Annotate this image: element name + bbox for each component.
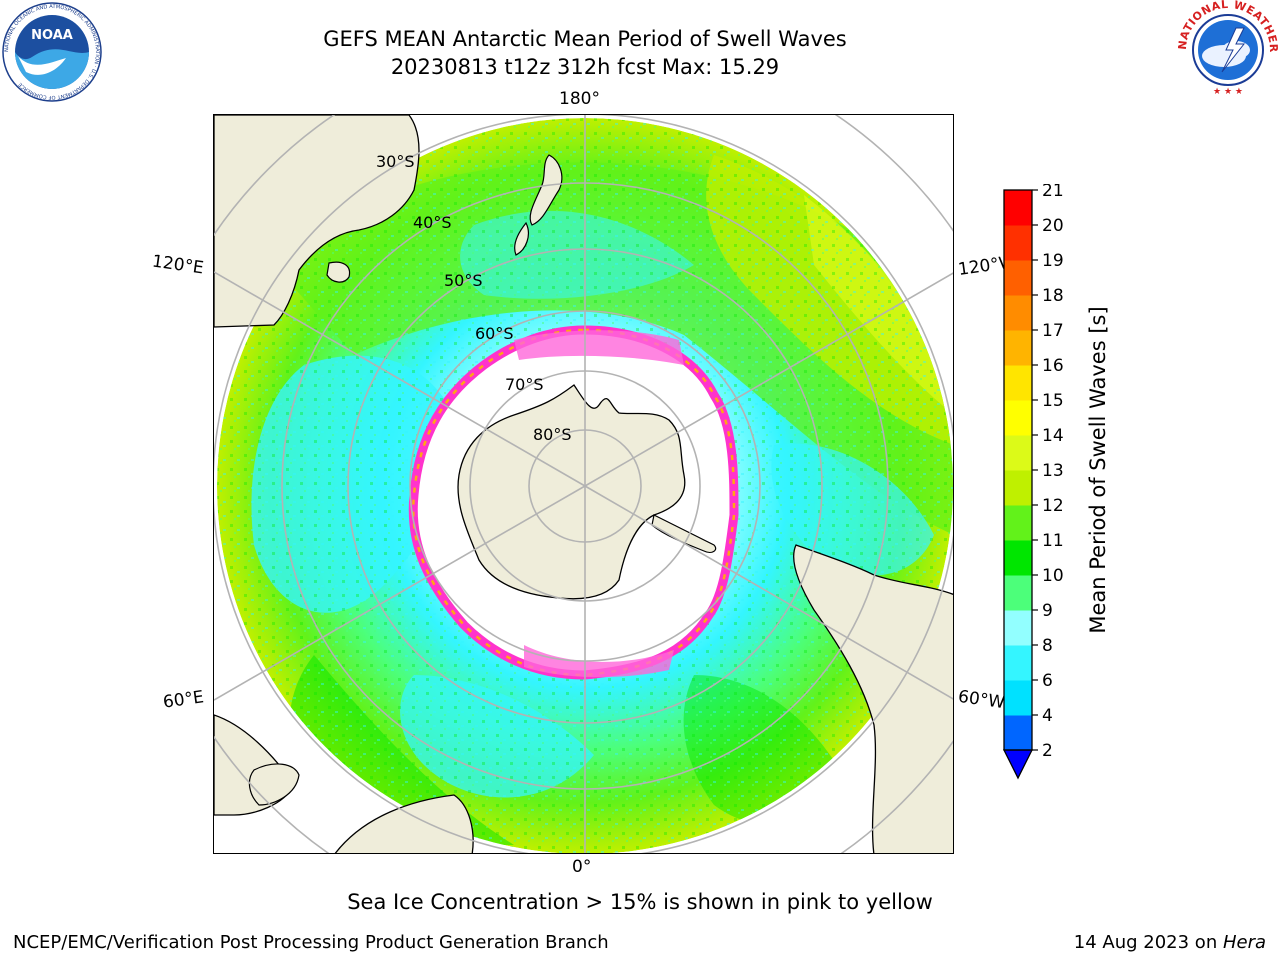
- lon-label-180: 180°: [559, 89, 600, 109]
- colorbar-tick-label: 6: [1042, 671, 1053, 691]
- svg-text:★ ★ ★: ★ ★ ★: [1213, 87, 1243, 97]
- colorbar-tick-label: 12: [1042, 496, 1064, 516]
- colorbar-tick-label: 9: [1042, 601, 1053, 621]
- colorbar-swatch: [1004, 330, 1032, 366]
- colorbar-swatch: [1004, 645, 1032, 681]
- colorbar-swatch: [1004, 225, 1032, 261]
- colorbar-tick-label: 20: [1042, 216, 1064, 236]
- colorbar-tick-label: 18: [1042, 286, 1064, 306]
- colorbar-swatch: [1004, 365, 1032, 401]
- map-panel[interactable]: [213, 114, 954, 854]
- colorbar-tick-label: 21: [1042, 184, 1064, 201]
- lat-label-60s: 60°S: [475, 324, 514, 343]
- colorbar-swatch: [1004, 540, 1032, 576]
- nws-logo-icon: NATIONAL WEATHER SERVICE ★ ★ ★: [1178, 0, 1278, 99]
- colorbar-swatch: [1004, 400, 1032, 436]
- lon-label-60e: 60°E: [161, 687, 206, 713]
- colorbar-tick-label: 19: [1042, 251, 1064, 271]
- chart-subtitle: 20230813 t12z 312h fcst Max: 15.29: [390, 55, 780, 79]
- colorbar-tick-label: 8: [1042, 636, 1053, 656]
- lat-label-70s: 70°S: [505, 375, 544, 394]
- lon-label-120e: 120°E: [150, 251, 205, 279]
- new-zealand-landmass: [529, 154, 563, 226]
- colorbar: 2 4 6 8 9 10 11 12 13 14 15 16 17 18 19 20 21: [1002, 184, 1064, 780]
- colorbar-swatch: [1004, 680, 1032, 716]
- colorbar-swatch: [1004, 470, 1032, 506]
- footer-date: 14 Aug 2023 on Hera: [1074, 932, 1266, 953]
- sea-ice-note: Sea Ice Concentration > 15% is shown in …: [347, 890, 933, 914]
- colorbar-tick-label: 4: [1042, 706, 1053, 726]
- lat-label-30s: 30°S: [376, 152, 415, 171]
- colorbar-tick-label: 11: [1042, 531, 1064, 551]
- footer-credit: NCEP/EMC/Verification Post Processing Pr…: [13, 932, 609, 953]
- colorbar-tick-label: 16: [1042, 356, 1064, 376]
- colorbar-tick-label: 10: [1042, 566, 1064, 586]
- colorbar-title: Mean Period of Swell Waves [s]: [1086, 306, 1110, 634]
- colorbar-swatch: [1004, 610, 1032, 646]
- colorbar-tick-label: 17: [1042, 321, 1064, 341]
- colorbar-under-arrow: [1002, 749, 1034, 780]
- colorbar-swatch: [1004, 190, 1032, 226]
- colorbar-tick-label: 14: [1042, 426, 1064, 446]
- colorbar-swatch: [1004, 260, 1032, 296]
- colorbar-tick-label: 13: [1042, 461, 1064, 481]
- colorbar-tick-label: 2: [1042, 741, 1053, 761]
- australia-landmass: [214, 115, 420, 328]
- footer-host: Hera: [1222, 932, 1266, 953]
- footer-date-text: 14 Aug 2023 on: [1073, 932, 1223, 953]
- colorbar-swatch: [1004, 575, 1032, 611]
- lon-label-0: 0°: [572, 857, 592, 877]
- chart-title: GEFS MEAN Antarctic Mean Period of Swell…: [323, 27, 847, 51]
- lat-label-50s: 50°S: [444, 271, 483, 290]
- colorbar-swatch: [1004, 435, 1032, 471]
- south-america-landmass: [793, 544, 953, 853]
- lat-label-40s: 40°S: [413, 213, 452, 232]
- polar-map: [214, 115, 953, 853]
- colorbar-swatch: [1004, 715, 1032, 751]
- lat-label-80s: 80°S: [533, 425, 572, 444]
- graticule: [214, 115, 953, 853]
- noaa-logo-icon: NOAA NATIONAL OCEANIC AND ATMOSPHERIC AD…: [2, 2, 102, 102]
- colorbar-swatch: [1004, 295, 1032, 331]
- svg-text:NOAA: NOAA: [31, 28, 73, 43]
- antarctica-landmass: [457, 384, 686, 600]
- colorbar-swatch: [1004, 505, 1032, 541]
- colorbar-tick-label: 15: [1042, 391, 1064, 411]
